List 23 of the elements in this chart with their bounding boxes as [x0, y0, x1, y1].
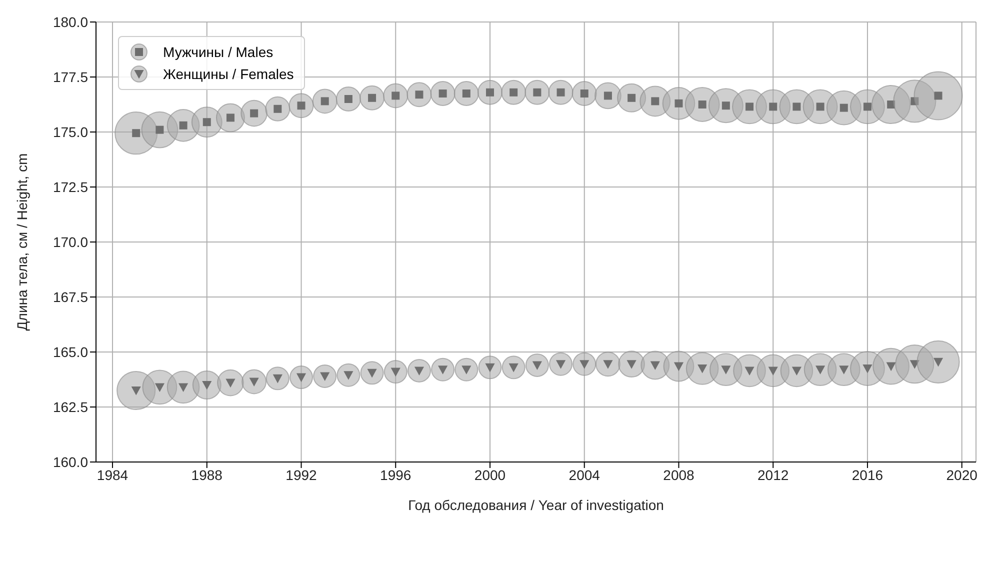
- x-tick-label: 2004: [568, 466, 600, 483]
- x-tick-label: 2012: [758, 466, 789, 483]
- x-tick-label: 1996: [380, 466, 412, 483]
- x-tick-label: 2020: [946, 466, 978, 483]
- y-tick-label: 165.0: [52, 344, 88, 360]
- x-axis-title: Год обследования / Year of investigation: [408, 497, 664, 513]
- y-axis-title: Длина тела, см / Height, cm: [14, 153, 30, 331]
- x-tick-label: 1984: [96, 466, 128, 483]
- y-tick-label: 170.0: [52, 234, 88, 250]
- y-tick-label: 167.5: [52, 288, 88, 305]
- y-tick-label: 172.5: [52, 178, 88, 195]
- legend-label: Женщины / Females: [163, 66, 294, 82]
- y-tick-label: 162.5: [52, 398, 88, 415]
- y-tick-label: 180.0: [52, 14, 88, 30]
- y-tick-label: 175.0: [52, 124, 88, 140]
- x-tick-label: 1992: [286, 466, 318, 483]
- y-tick-label: 160.0: [52, 454, 88, 470]
- x-tick-label: 2016: [852, 466, 884, 483]
- x-tick-label: 1988: [191, 466, 223, 483]
- x-tick-label: 2000: [474, 466, 506, 483]
- x-tick-label: 2008: [663, 466, 695, 483]
- y-tick-label: 177.5: [52, 68, 88, 85]
- legend-label: Мужчины / Males: [163, 44, 274, 60]
